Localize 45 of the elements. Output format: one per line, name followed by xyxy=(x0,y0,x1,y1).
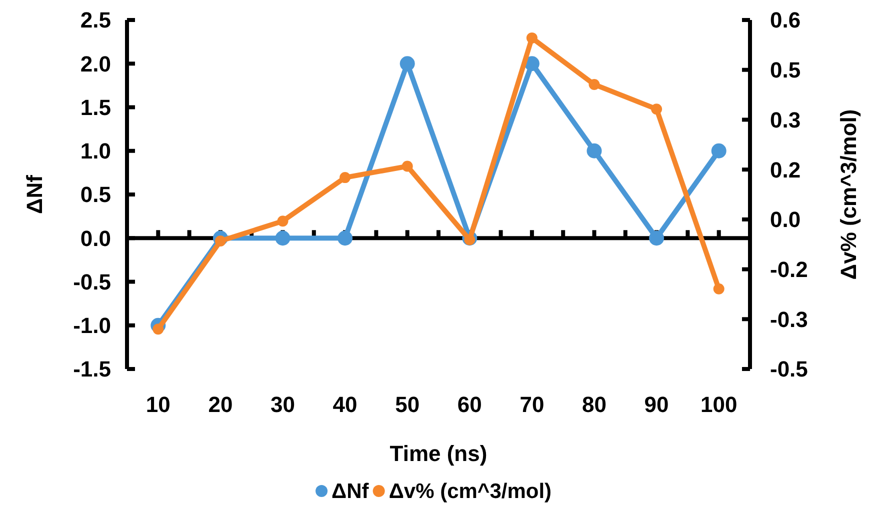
y-tick-label: 2.5 xyxy=(80,8,111,33)
y-tick-label: -0.5 xyxy=(73,269,111,294)
x-tick-label: 90 xyxy=(644,392,669,417)
point xyxy=(588,78,600,90)
y2-tick-label: -0.5 xyxy=(770,356,808,382)
x-tick-label: 50 xyxy=(395,392,420,417)
y-tick-label: 1.0 xyxy=(80,138,111,164)
x-axis-title: Time (ns) xyxy=(390,441,488,466)
x-tick-label: 40 xyxy=(332,392,358,417)
y-tick-label: -1.0 xyxy=(73,313,111,338)
y2-tick-label: 0.3 xyxy=(770,107,801,132)
y2-axis-title: Δv% (cm^3/mol) xyxy=(836,109,861,280)
point xyxy=(275,230,290,246)
point xyxy=(649,230,664,246)
x-tick-label: 80 xyxy=(582,392,606,417)
legend-label: Δv% (cm^3/mol) xyxy=(388,480,552,503)
point xyxy=(277,216,288,227)
point xyxy=(340,172,351,184)
y-tick-label: 0.5 xyxy=(80,182,111,208)
x-tick-label: 20 xyxy=(208,392,233,417)
y-axis-title: ΔNf xyxy=(22,174,47,214)
x-tick-label: 30 xyxy=(270,392,295,417)
y2-tick-label: -0.3 xyxy=(770,306,808,332)
legend-label: ΔNf xyxy=(332,480,370,503)
y2-tick-label: 0.6 xyxy=(770,8,801,33)
y-tick-label: 1.5 xyxy=(80,94,111,120)
point xyxy=(711,143,726,158)
point xyxy=(526,32,538,44)
point xyxy=(400,56,415,72)
point xyxy=(338,230,353,246)
x-tick-label: 60 xyxy=(457,392,482,417)
y2-tick-label: 0.5 xyxy=(770,58,801,83)
y-tick-label: 0.0 xyxy=(80,226,111,251)
y2-tick-label: -0.2 xyxy=(770,256,808,282)
x-tick-label: 70 xyxy=(520,392,544,417)
y2-tick-label: 0.0 xyxy=(770,207,801,232)
x-tick-label: 100 xyxy=(700,392,738,417)
point xyxy=(586,143,602,158)
y-tick-label: 2.0 xyxy=(80,51,111,76)
y-tick-label: -1.5 xyxy=(73,356,111,382)
point xyxy=(651,104,662,115)
x-tick-label: 10 xyxy=(146,392,170,417)
y2-tick-label: 0.2 xyxy=(770,157,801,182)
point xyxy=(402,160,413,172)
point xyxy=(713,283,724,294)
